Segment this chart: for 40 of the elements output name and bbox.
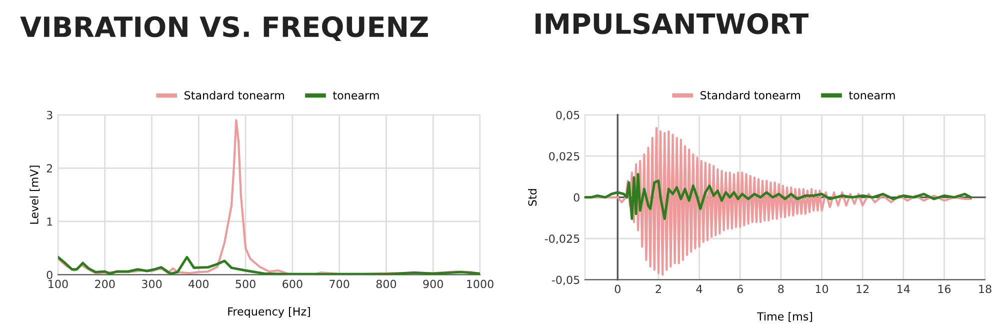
x-tick-label: 300 — [142, 280, 162, 288]
x-tick-label: 800 — [376, 280, 396, 288]
legend-label: tonearm — [849, 91, 895, 100]
x-tick-label: 8 — [778, 284, 784, 294]
x-tick-label: 2 — [656, 284, 661, 294]
chart-title: VIBRATION VS. FREQUENZ — [20, 16, 428, 41]
y-axis-title: Std — [528, 189, 537, 206]
x-tick-label: 1000 — [467, 280, 494, 288]
chart-title: IMPULSANTWORT — [536, 13, 808, 34]
y-tick-label: -0,05 — [552, 276, 580, 286]
legend-label: tonearm — [333, 92, 379, 100]
x-tick-label: 600 — [282, 280, 302, 288]
x-tick-label: 0 — [614, 284, 620, 294]
x-tick-label: 500 — [236, 280, 256, 288]
x-tick-label: 18 — [979, 284, 992, 294]
x-tick-label: 16 — [938, 284, 951, 294]
y-axis-title: Level [mV] — [30, 166, 40, 224]
y-tick-label: 0 — [46, 270, 52, 280]
x-tick-label: 12 — [856, 284, 869, 294]
x-axis-title: Frequency [Hz] — [228, 307, 310, 318]
x-tick-label: 100 — [48, 280, 68, 288]
x-tick-label: 10 — [816, 284, 828, 294]
legend-label: Standard tonearm — [700, 90, 800, 100]
y-tick-label: 0,05 — [556, 110, 580, 120]
x-axis-title: Time [ms] — [756, 312, 812, 322]
y-tick-label: 2 — [46, 164, 52, 172]
x-tick-label: 4 — [696, 284, 702, 294]
line-series — [585, 172, 972, 220]
x-tick-label: 900 — [423, 280, 443, 288]
legend-label: Standard tonearm — [184, 90, 284, 100]
y-tick-label: 1 — [47, 218, 52, 226]
x-tick-label: 700 — [330, 280, 350, 288]
y-tick-label: 0,025 — [549, 152, 580, 162]
x-tick-label: 6 — [737, 284, 743, 294]
x-tick-label: 400 — [188, 280, 209, 288]
y-tick-label: 0 — [574, 193, 580, 202]
x-tick-label: 14 — [898, 284, 910, 294]
y-tick-label: 3 — [46, 110, 52, 120]
y-tick-label: -0,025 — [544, 234, 580, 244]
x-tick-label: 200 — [95, 280, 115, 288]
